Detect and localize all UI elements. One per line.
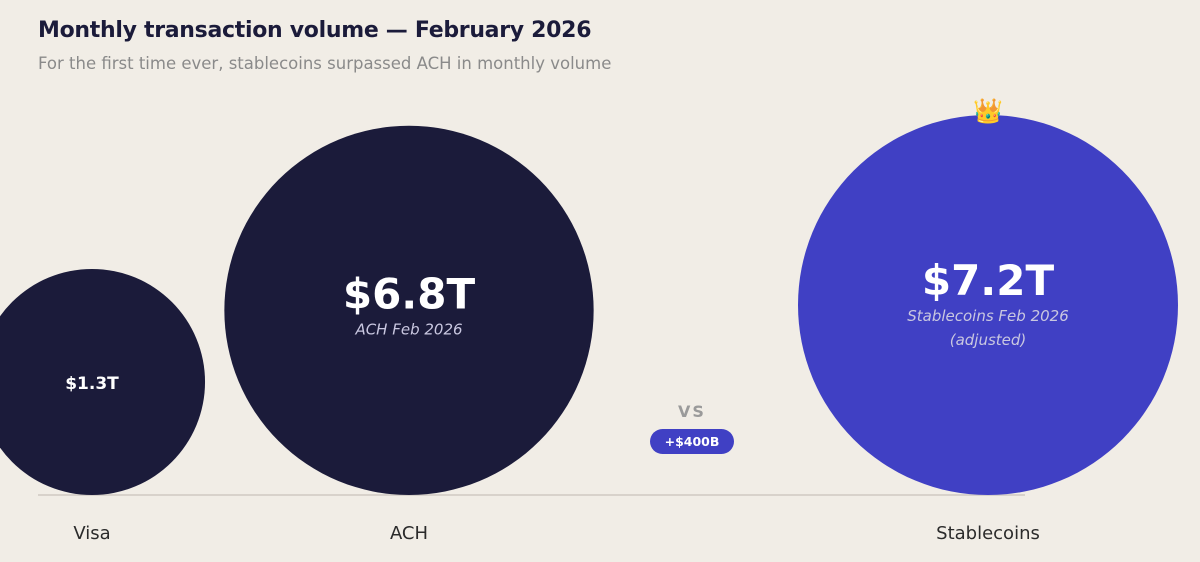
bubble-sublabel-stablecoins: Stablecoins Feb 2026 — [907, 307, 1069, 325]
difference-label: +$400B — [665, 434, 720, 449]
crown-icon: 👑 — [973, 97, 1003, 125]
category-label-ach: ACH — [390, 523, 428, 544]
chart-title: Monthly transaction volume — February 20… — [38, 18, 592, 43]
vs-label: VS — [678, 402, 706, 421]
category-label-visa: Visa — [73, 523, 110, 544]
chart-subtitle: For the first time ever, stablecoins sur… — [38, 54, 612, 73]
bubble-sublabel-stablecoins: (adjusted) — [950, 331, 1027, 349]
bubble-stablecoins — [798, 115, 1178, 495]
bubble-ach — [224, 125, 594, 496]
bubble-visa — [0, 268, 205, 495]
bubble-value-label-visa: $1.3T — [65, 374, 119, 394]
category-label-stablecoins: Stablecoins — [936, 523, 1040, 544]
difference-badge — [650, 429, 734, 454]
bubble-value-label-ach: $6.8T — [343, 269, 476, 318]
bubble-value-label-stablecoins: $7.2T — [922, 256, 1055, 305]
bubble-sublabel-ach: ACH Feb 2026 — [354, 320, 462, 338]
